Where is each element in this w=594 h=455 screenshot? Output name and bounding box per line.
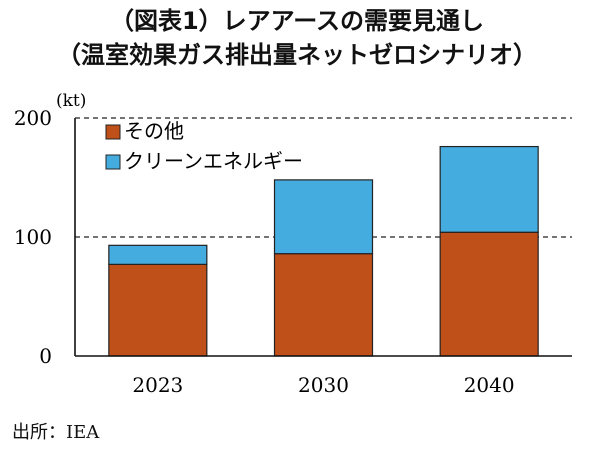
bar-2040-series-1 — [439, 145, 539, 233]
x-tick-label-2023: 2023 — [132, 373, 183, 397]
y-tick-label-0: 0 — [39, 344, 52, 368]
legend-swatch-1 — [105, 154, 121, 170]
x-tick-label-2040: 2040 — [464, 373, 515, 397]
chart-subtitle: （温室効果ガス排出量ネットゼロシナリオ） — [57, 41, 537, 69]
x-tick-label-2030: 2030 — [298, 373, 349, 397]
legend-label-1: クリーンエネルギー — [124, 149, 303, 173]
source-note: 出所：IEA — [12, 422, 100, 443]
bar-2030-series-1 — [273, 179, 374, 255]
y-axis-unit-label: (kt) — [56, 91, 86, 111]
legend-label-0: その他 — [124, 119, 184, 143]
bar-2023-series-0 — [108, 263, 208, 357]
bar-2040-series-0 — [439, 231, 539, 357]
legend-swatch-0 — [105, 124, 121, 140]
y-tick-label-200: 200 — [14, 106, 52, 130]
chart-title: （図表1）レアアースの需要見通し — [109, 7, 485, 35]
bar-2030-series-0 — [273, 253, 374, 357]
bar-2023-series-1 — [108, 244, 208, 265]
y-tick-label-100: 100 — [14, 225, 52, 249]
